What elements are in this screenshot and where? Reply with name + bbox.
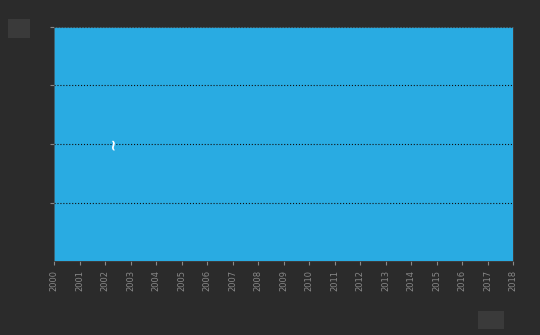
Bar <box>8 19 30 38</box>
Text: ∼: ∼ <box>105 138 120 150</box>
Bar <box>478 311 504 329</box>
